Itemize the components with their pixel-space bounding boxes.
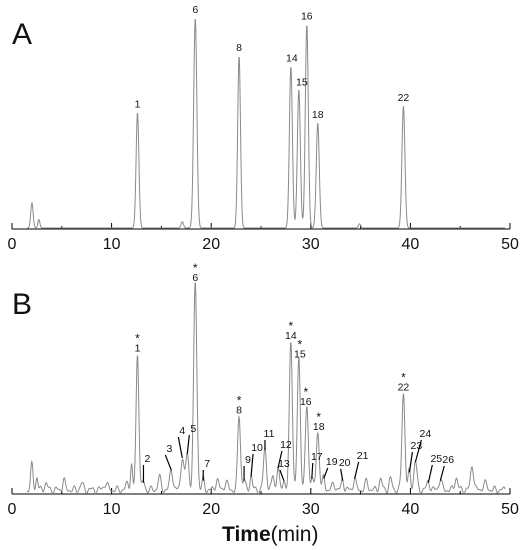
peak-star-marker: * [303,385,308,399]
panel-a-label: A [12,18,32,51]
peak-label: 5 [190,423,196,435]
peak-star-marker: * [298,338,303,352]
peak-star-marker: * [401,371,406,385]
x-tick-label: 40 [402,236,420,253]
x-tick-label: 20 [202,236,220,253]
peak-label: 3 [166,443,172,455]
peak-label: 17 [311,451,323,463]
peak-label: 11 [264,428,275,440]
x-tick-label: 10 [103,501,121,518]
x-axis-title-unit: (min) [271,523,319,546]
peak-label: 18 [313,421,325,433]
peak-label: 25 [430,453,442,465]
peak-star-marker: * [237,393,242,407]
peak-star-marker: * [193,261,198,275]
peak-label: 7 [204,458,210,470]
peak-label: 10 [251,442,263,454]
peak-label: 2 [145,453,151,465]
peak-label: 12 [280,439,292,451]
peak-label: 15 [296,76,308,88]
peak-leader-line [177,436,183,458]
peak-label: 26 [442,454,454,466]
peak-label: 14 [285,330,297,342]
x-tick-label: 10 [103,236,121,253]
peak-label: 4 [179,425,185,437]
peak-leader-line [439,465,445,481]
x-tick-label: 50 [501,236,519,253]
peak-label: 21 [357,450,369,462]
peak-label: 19 [326,456,338,468]
x-tick-label: 30 [302,236,320,253]
peak-leader-line [311,462,314,479]
x-tick-label: 30 [302,501,320,518]
x-axis-title: Time(min) [222,523,318,546]
peak-label: 1 [135,99,141,111]
peak-label: 13 [278,458,290,470]
peak-leader-line [427,464,433,483]
peak-label: 6 [192,272,198,284]
peak-leader-line [164,454,172,471]
peak-label: 8 [236,404,242,416]
peak-label: 20 [339,457,351,469]
peak-label: 16 [301,10,313,22]
peak-leader-line [277,450,283,469]
peak-label: 16 [300,396,312,408]
panel-b-label: B [12,288,32,321]
x-tick-label: 20 [202,501,220,518]
peak-leader-line [354,461,360,479]
peak-leader-line [186,434,190,454]
peak-label: 22 [398,382,410,394]
x-tick-label: 0 [8,236,17,253]
panel-b: B 0 10 20 30 40 501*234 56*78*91011121314*15*1… [8,261,519,518]
peak-leader-line [340,468,344,481]
chromatogram-trace [26,282,506,495]
peak-label: 24 [420,428,432,440]
peak-leader-line [279,469,285,481]
peak-label: 23 [411,440,423,452]
x-tick-label: 50 [501,501,519,518]
peak-leader-line [414,439,422,463]
peak-star-marker: * [289,319,294,333]
peak-leader-line [323,467,329,479]
peak-label: 15 [294,349,306,361]
peak-label: 14 [286,52,298,64]
peak-label: 18 [312,109,324,121]
peak-label: 8 [236,42,242,54]
peak-star-marker: * [316,410,321,424]
x-tick-label: 40 [402,501,420,518]
chromatogram-trace [26,19,506,229]
x-tick-label: 0 [8,501,17,518]
peak-star-marker: * [135,331,140,345]
x-axis-title-main: Time [222,523,271,546]
peak-label: 22 [398,92,410,104]
peak-label: 9 [245,454,251,466]
peak-label: 6 [192,4,198,16]
peak-leader-line [408,451,413,473]
peak-label: 1 [135,342,141,354]
peak-leader-line [250,453,254,477]
